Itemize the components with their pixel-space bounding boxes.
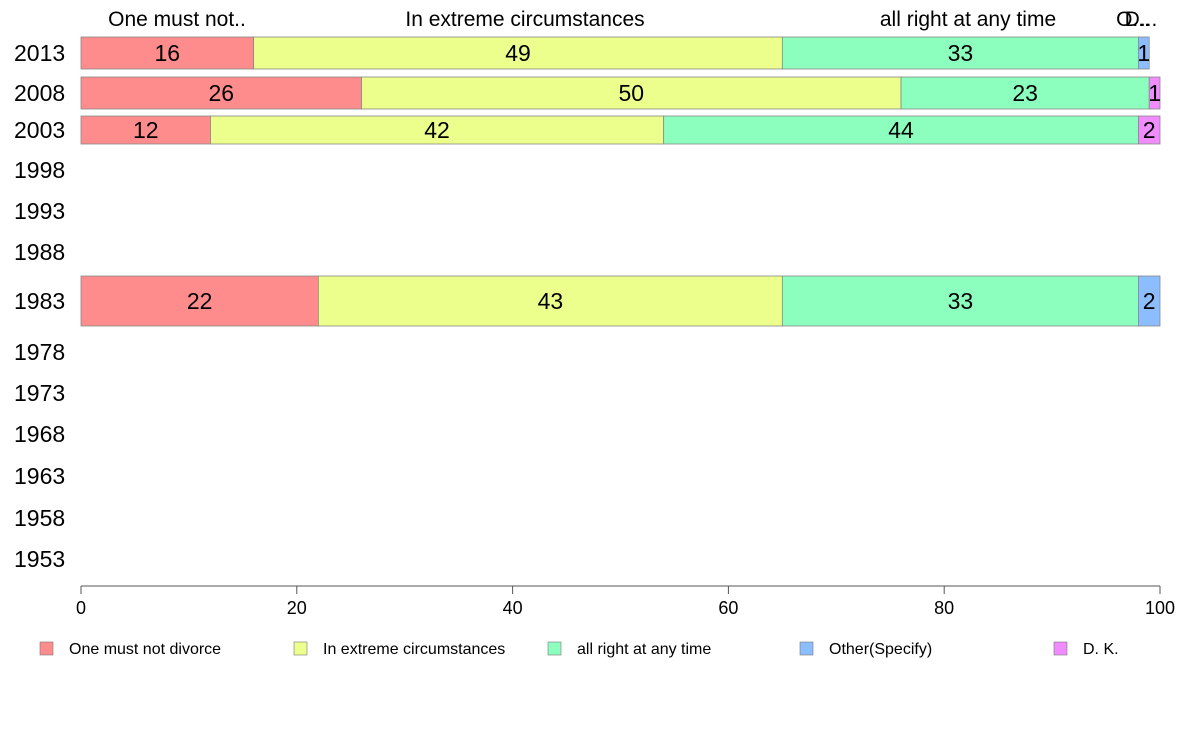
bar-segment: [361, 76, 902, 110]
bar-value-label: 23: [1012, 80, 1038, 106]
top-series-label: D...: [1125, 8, 1158, 31]
year-label-1973: 1973: [14, 380, 65, 406]
top-series-label: all right at any time: [880, 8, 1056, 31]
legend-label: One must not divorce: [69, 641, 221, 658]
bar-value-label: 1: [1148, 80, 1161, 106]
year-label-1998: 1998: [14, 157, 65, 183]
bar-value-label: 42: [424, 117, 450, 143]
legend-swatch: [1053, 641, 1068, 656]
bar-value-label: 43: [538, 288, 564, 314]
bar-segment: [253, 36, 783, 70]
year-label-2013: 2013: [14, 40, 65, 66]
year-label-1968: 1968: [14, 421, 65, 447]
legend-swatch: [547, 641, 562, 656]
bar-value-label: 16: [155, 40, 181, 66]
legend-label: D. K.: [1083, 641, 1119, 658]
x-tick-label: 100: [1145, 598, 1175, 618]
year-label-2008: 2008: [14, 80, 65, 106]
year-label-1988: 1988: [14, 239, 65, 265]
year-label-1958: 1958: [14, 505, 65, 531]
bar-segment: [317, 275, 783, 327]
bar-value-label: 49: [505, 40, 531, 66]
bar-segment: [781, 275, 1139, 327]
legend-label: Other(Specify): [829, 641, 932, 658]
top-series-label: O...: [1116, 8, 1150, 31]
bar-segment: [1148, 76, 1161, 110]
bar-value-label: 12: [133, 117, 159, 143]
legend-label: In extreme circumstances: [323, 641, 505, 658]
bar-value-label: 1: [1137, 40, 1150, 66]
bar-segment: [80, 76, 362, 110]
year-label-1993: 1993: [14, 198, 65, 224]
bar-segment: [900, 76, 1150, 110]
bar-segment: [1138, 36, 1150, 70]
year-label-2003: 2003: [14, 117, 65, 143]
x-tick-label: 20: [287, 598, 307, 618]
year-label-1983: 1983: [14, 288, 65, 314]
bar-value-label: 33: [948, 40, 974, 66]
bar-value-label: 2: [1143, 117, 1156, 143]
x-tick-label: 0: [76, 598, 86, 618]
x-tick-label: 80: [934, 598, 954, 618]
bar-segment: [1138, 115, 1161, 145]
bar-value-label: 2: [1143, 288, 1156, 314]
top-series-label: One must not..: [108, 8, 246, 31]
legend-swatch: [799, 641, 814, 656]
bar-segment: [80, 115, 211, 145]
bar-value-label: 44: [888, 117, 914, 143]
legend-label: all right at any time: [577, 641, 711, 658]
x-tick-label: 60: [718, 598, 738, 618]
top-series-label: In extreme circumstances: [405, 8, 644, 31]
year-label-1953: 1953: [14, 546, 65, 572]
bar-segment: [663, 115, 1139, 145]
bar-value-label: 22: [187, 288, 213, 314]
legend-swatch: [39, 641, 54, 656]
bar-segment: [1138, 275, 1161, 327]
bar-value-label: 50: [618, 80, 644, 106]
year-label-1978: 1978: [14, 339, 65, 365]
legend-swatch: [293, 641, 308, 656]
bar-value-label: 33: [948, 288, 974, 314]
bar-value-label: 26: [208, 80, 234, 106]
x-tick-label: 40: [503, 598, 523, 618]
year-label-1963: 1963: [14, 463, 65, 489]
